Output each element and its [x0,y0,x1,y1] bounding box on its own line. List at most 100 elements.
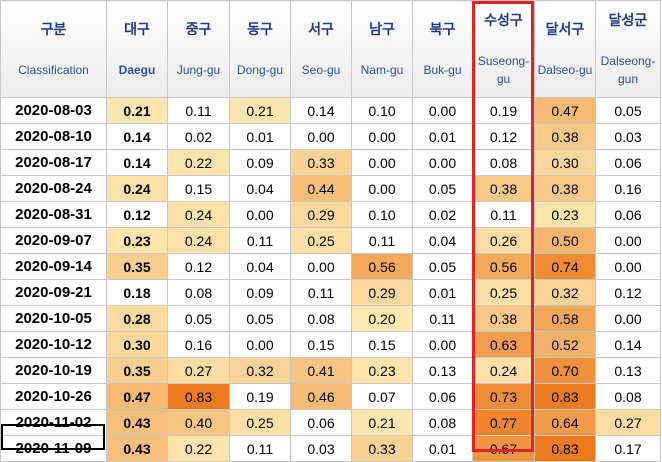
value-cell: 0.00 [412,149,473,176]
value-cell: 0.33 [351,435,413,462]
date-cell: 2020-08-31 [0,201,107,228]
value-cell: 0.00 [229,201,291,228]
header-ko: 달서구 [545,22,585,38]
value-cell: 0.44 [290,175,352,202]
date-cell: 2020-11-02 [0,409,107,436]
value-cell: 0.08 [167,279,230,306]
value-cell: 0.22 [167,435,230,462]
value-cell: 0.58 [534,305,596,332]
value-cell: 0.22 [167,149,230,176]
value-cell: 0.33 [290,149,352,176]
value-cell: 0.01 [412,279,473,306]
value-cell: 0.11 [472,201,535,228]
value-cell: 0.08 [595,383,661,410]
value-cell: 0.05 [167,305,230,332]
value-cell: 0.73 [472,383,535,410]
value-cell: 0.38 [472,305,535,332]
value-cell: 0.09 [229,149,291,176]
header-cell: 서구 Seo-gu [290,0,352,98]
value-cell: 0.63 [472,331,535,358]
date-cell: 2020-10-12 [0,331,107,358]
data-row: 2020-08-24 0.24 0.15 0.04 0.44 0.00 0.05 0.38 0.… [0,175,661,202]
date-cell: 2020-08-24 [0,175,107,202]
value-cell: 0.15 [290,331,352,358]
value-cell: 0.12 [167,253,230,280]
value-cell: 0.02 [412,201,473,228]
value-cell: 0.27 [595,409,661,436]
header-ko: 수성구 [484,13,523,29]
date-cell: 2020-10-19 [0,357,107,384]
value-cell: 0.06 [290,409,352,436]
header-cell: 달서구 Dalseo-gu [534,0,596,98]
header-cell: 구분 Classification [0,0,107,98]
value-cell: 0.15 [167,175,230,202]
value-cell: 0.23 [106,227,168,254]
header-ko: 동구 [247,22,273,38]
date-cell: 2020-08-17 [0,149,107,176]
header-en: Daegu [118,63,156,77]
value-cell: 0.12 [595,279,661,306]
value-cell: 0.08 [412,409,473,436]
value-cell: 0.32 [229,357,291,384]
value-cell: 0.21 [351,409,413,436]
value-cell: 0.14 [106,149,168,176]
value-cell: 0.00 [412,97,473,124]
value-cell: 0.74 [534,253,596,280]
header-row: 구분 Classification 대구 Daegu 중구 Jung-gu 동구 Dong-… [0,0,661,98]
value-cell: 0.47 [534,97,596,124]
value-cell: 0.02 [167,123,230,150]
value-cell: 0.16 [167,331,230,358]
value-cell: 0.00 [229,331,291,358]
data-row: 2020-10-12 0.30 0.16 0.00 0.15 0.15 0.00 0.63 0.… [0,331,661,358]
value-cell: 0.67 [472,435,535,462]
date-cell: 2020-09-21 [0,279,107,306]
header-en: Suseong-gu [477,54,530,86]
value-cell: 0.11 [167,97,230,124]
value-cell: 0.03 [290,435,352,462]
value-cell: 0.70 [534,357,596,384]
value-cell: 0.15 [351,331,413,358]
value-cell: 0.06 [595,149,661,176]
value-cell: 0.00 [595,305,661,332]
header-en: Jung-gu [176,63,221,77]
value-cell: 0.41 [290,357,352,384]
data-row: 2020-11-02 0.43 0.40 0.25 0.06 0.21 0.08 0.77 0.… [0,409,661,436]
value-cell: 0.35 [106,253,168,280]
value-cell: 0.05 [412,253,473,280]
value-cell: 0.04 [229,253,291,280]
header-ko: 서구 [308,22,334,38]
header-ko: 구분 [40,22,67,38]
value-cell: 0.01 [229,123,291,150]
value-cell: 0.26 [472,227,535,254]
value-cell: 0.21 [106,97,168,124]
value-cell: 0.19 [472,97,535,124]
data-row: 2020-11-09 0.43 0.22 0.11 0.03 0.33 0.01 0.67 0.… [0,435,661,462]
value-cell: 0.40 [167,409,230,436]
value-cell: 0.56 [351,253,413,280]
header-cell: 북구 Buk-gu [412,0,473,98]
value-cell: 0.20 [351,305,413,332]
value-cell: 0.00 [351,175,413,202]
value-cell: 0.35 [106,357,168,384]
value-cell: 0.00 [290,123,352,150]
value-cell: 0.21 [229,97,291,124]
value-cell: 0.52 [534,331,596,358]
value-cell: 0.01 [412,123,473,150]
value-cell: 0.00 [412,331,473,358]
header-cell: 달성군 Dalseong-gun [595,0,661,98]
value-cell: 0.30 [106,331,168,358]
data-row: 2020-10-26 0.47 0.83 0.19 0.46 0.07 0.06 0.73 0.… [0,383,661,410]
header-en: Classification [18,63,89,77]
header-en: Buk-gu [423,63,462,77]
value-cell: 0.38 [534,123,596,150]
value-cell: 0.23 [534,201,596,228]
value-cell: 0.00 [351,149,413,176]
header-cell: 동구 Dong-gu [229,0,291,98]
date-cell: 2020-10-05 [0,305,107,332]
value-cell: 0.06 [412,383,473,410]
value-cell: 0.14 [106,123,168,150]
value-cell: 0.50 [534,227,596,254]
value-cell: 0.24 [106,175,168,202]
